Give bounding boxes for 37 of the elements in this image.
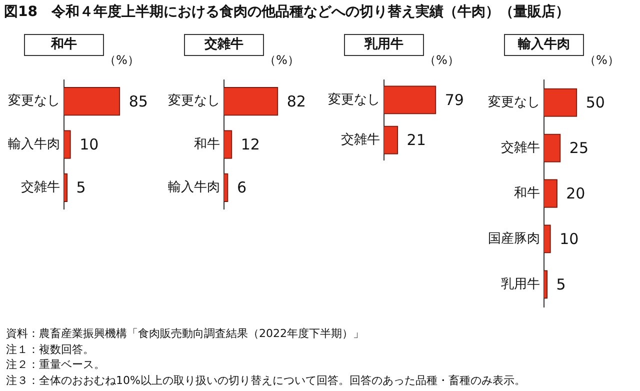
data-label: 85: [128, 92, 148, 110]
y-tick-label: 変更なし: [328, 91, 380, 108]
data-label: 10: [80, 135, 99, 154]
data-label: 50: [586, 93, 605, 112]
data-label: 25: [569, 138, 589, 157]
y-tick-label: 変更なし: [168, 92, 220, 109]
x-axis-title: （%）: [424, 52, 460, 69]
data-label: 10: [560, 230, 579, 248]
y-tick-label: 変更なし: [8, 92, 60, 109]
x-axis-title: （%）: [104, 52, 140, 69]
chart-title: 和牛: [24, 34, 104, 56]
y-tick-label: 輸入牛肉: [168, 180, 220, 196]
text: 図18 令和４年度上半期における食肉の他品種などへの切り替え実績（牛肉）（量販店）: [4, 3, 570, 21]
data-label: 12: [240, 135, 260, 154]
x-axis-title: （%）: [584, 52, 620, 69]
text: 注２：重量ベース。: [6, 357, 106, 372]
data-label: 20: [566, 184, 586, 202]
x-axis-title: （%）: [264, 52, 300, 69]
data-label: 5: [556, 275, 566, 294]
data-label: 6: [236, 178, 246, 197]
y-tick-label: 交雑牛: [501, 139, 540, 156]
y-tick-label: 和牛: [514, 186, 540, 201]
chart-title: 乳用牛: [344, 34, 424, 56]
data-label: 79: [444, 90, 464, 109]
text: 注３：全体のおおむね10%以上の取り扱いの切り替えについて回答。回答のあった品種・畜種のみ表示。: [6, 372, 526, 388]
y-tick-label: 乳用牛: [501, 276, 540, 292]
data-label: 21: [406, 130, 426, 149]
y-tick-label: 和牛: [194, 136, 220, 152]
y-tick-label: 変更なし: [488, 94, 540, 110]
text: 資料：農畜産業振興機構「食肉販売動向調査結果（2022年度下半期）」: [6, 326, 365, 342]
data-label: 82: [286, 92, 306, 110]
y-tick-label: 交雑牛: [21, 179, 60, 196]
data-label: 5: [76, 178, 86, 197]
chart-title: 交雑牛: [184, 34, 264, 56]
y-tick-label: 輸入牛肉: [8, 136, 60, 152]
y-tick-label: 国産豚肉: [488, 230, 540, 246]
text: 注１：複数回答。: [6, 342, 95, 357]
